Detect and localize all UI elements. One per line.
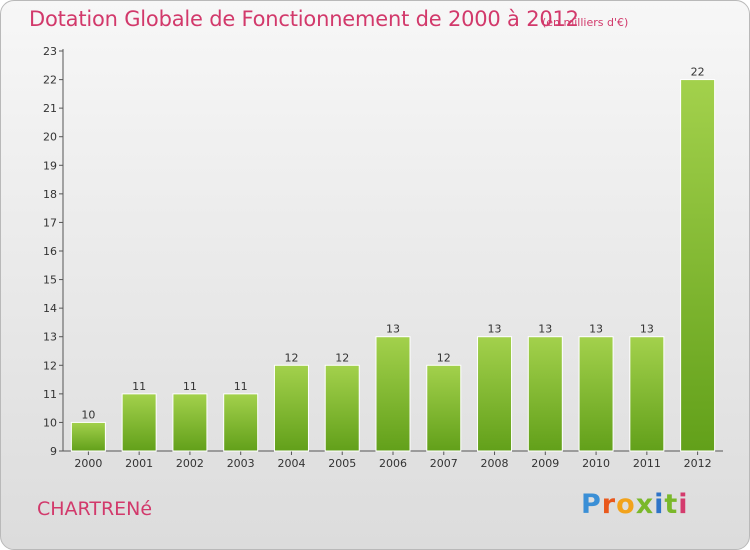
data-label: 12 <box>437 351 451 364</box>
data-label: 11 <box>132 380 146 393</box>
data-label: 13 <box>488 323 502 336</box>
data-label: 12 <box>284 351 298 364</box>
chart-axes: 9 10 11 12 13 14 15 16 17 18 19 20 21 22 23 2000 2001 200… <box>43 45 723 470</box>
x-tick-label: 2006 <box>379 457 407 470</box>
bar <box>527 336 563 452</box>
x-tick-label: 2001 <box>125 457 153 470</box>
bar <box>375 336 411 452</box>
y-tick-label: 21 <box>43 102 57 115</box>
chart-title: Dotation Globale de Fonctionnement de 20… <box>29 7 579 31</box>
data-label: 11 <box>234 380 248 393</box>
data-label: 10 <box>81 408 95 421</box>
data-label: 13 <box>386 323 400 336</box>
bar <box>629 336 665 452</box>
chart-data-labels: 10 11 11 11 12 12 13 12 13 13 13 13 22 <box>81 66 704 422</box>
bar <box>477 336 513 452</box>
x-tick-label: 2011 <box>633 457 661 470</box>
logo-letter: i <box>654 489 665 520</box>
commune-name: CHARTRENé <box>37 498 153 520</box>
bar <box>324 364 360 452</box>
bar <box>273 364 309 452</box>
bar <box>223 393 259 452</box>
y-tick-label: 19 <box>43 159 57 172</box>
x-tick-label: 2008 <box>481 457 509 470</box>
y-tick-label: 12 <box>43 359 57 372</box>
logo-letter: r <box>601 489 617 520</box>
data-label: 22 <box>691 66 705 79</box>
y-tick-label: 9 <box>50 445 57 458</box>
bar <box>70 421 106 452</box>
data-label: 12 <box>335 351 349 364</box>
data-label: 13 <box>538 323 552 336</box>
y-tick-label: 14 <box>43 302 57 315</box>
x-tick-label: 2010 <box>582 457 610 470</box>
x-tick-label: 2004 <box>277 457 305 470</box>
x-tick-label: 2012 <box>684 457 712 470</box>
y-tick-label: 20 <box>43 131 57 144</box>
y-tick-label: 22 <box>43 74 57 87</box>
y-tick-label: 17 <box>43 216 57 229</box>
x-tick-label: 2003 <box>227 457 255 470</box>
data-label: 11 <box>183 380 197 393</box>
bar <box>121 393 157 452</box>
proxiti-logo[interactable]: Proxiti <box>581 489 689 520</box>
y-tick-label: 13 <box>43 331 57 344</box>
logo-letter: i <box>678 489 689 520</box>
x-tick-label: 2009 <box>531 457 559 470</box>
logo-letter: t <box>664 489 679 520</box>
y-tick-label: 16 <box>43 245 57 258</box>
y-tick-label: 10 <box>43 416 57 429</box>
logo-letter: P <box>581 489 602 520</box>
x-tick-label: 2007 <box>430 457 458 470</box>
x-tick-label: 2002 <box>176 457 204 470</box>
y-tick-label: 23 <box>43 45 57 58</box>
logo-letter: x <box>635 489 655 520</box>
y-tick-label: 18 <box>43 188 57 201</box>
y-tick-label: 15 <box>43 274 57 287</box>
data-label: 13 <box>640 323 654 336</box>
bar <box>426 364 462 452</box>
bar <box>172 393 208 452</box>
data-label: 13 <box>589 323 603 336</box>
x-tick-label: 2000 <box>74 457 102 470</box>
logo-letter: o <box>616 489 636 520</box>
bar <box>578 336 614 452</box>
y-tick-label: 11 <box>43 388 57 401</box>
chart-bars <box>70 79 716 452</box>
chart-unit-label: (en milliers d'€) <box>542 16 629 29</box>
bar <box>680 79 716 452</box>
x-tick-label: 2005 <box>328 457 356 470</box>
